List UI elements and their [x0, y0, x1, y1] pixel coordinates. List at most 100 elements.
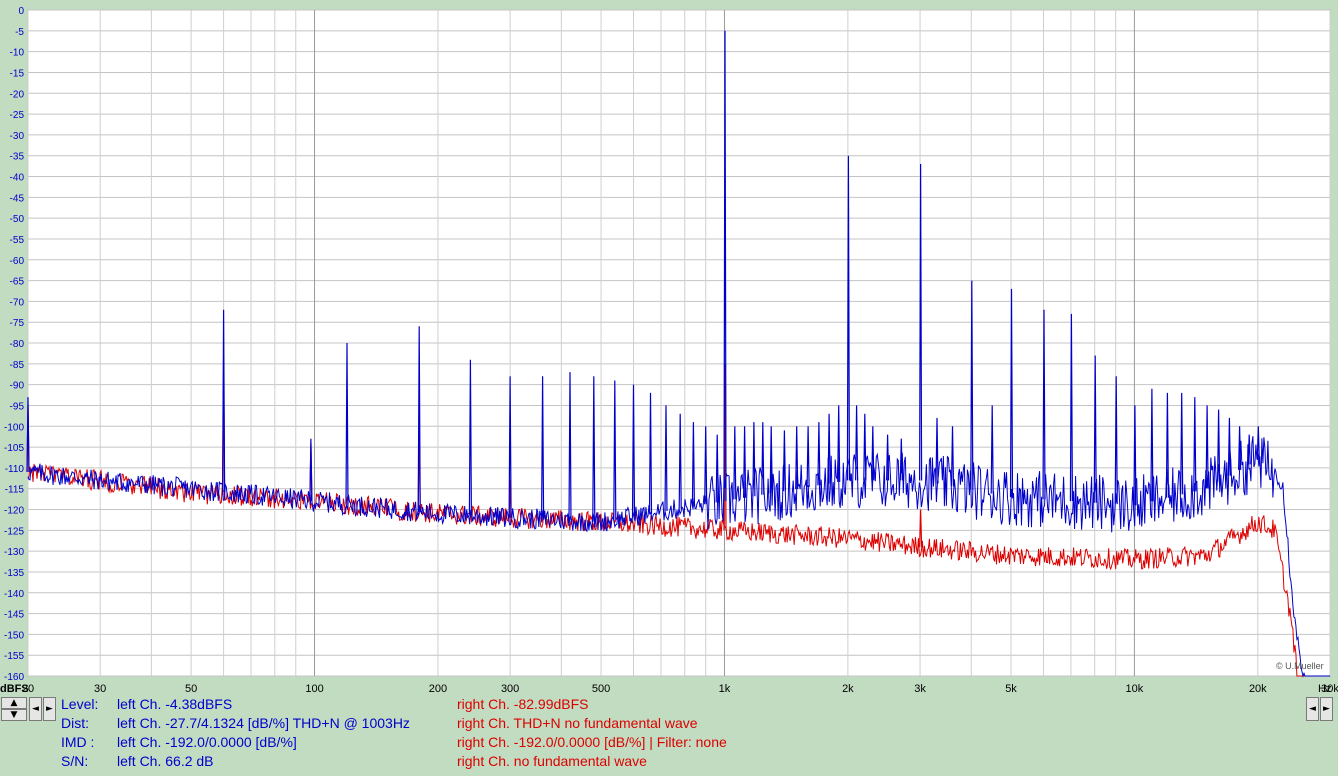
- y-tick-label: -65: [10, 277, 25, 288]
- left-peak: [733, 426, 737, 500]
- y-tick-label: -130: [4, 547, 24, 558]
- readout-panel: ▲ ▼ ◄ ► ◄ ► Level: left Ch. -4.38dBFS ri…: [0, 694, 1338, 776]
- level-left-value: left Ch. -4.38dBFS: [117, 696, 233, 712]
- x-tick-label: 2k: [842, 683, 854, 694]
- left-peak: [1247, 434, 1251, 465]
- left-peak: [761, 422, 765, 495]
- left-peak: [863, 413, 867, 481]
- x-tick-label: 500: [592, 683, 610, 694]
- x-tick-label: 200: [429, 683, 447, 694]
- y-tick-label: -140: [4, 589, 24, 600]
- left-peak: [1238, 426, 1242, 470]
- dist-label: Dist:: [61, 715, 89, 731]
- y-tick-label: -5: [15, 27, 24, 38]
- sn-label: S/N:: [61, 753, 89, 769]
- left-peak: [26, 397, 30, 473]
- grid: [27, 9, 1331, 677]
- y-tick-label: -30: [10, 131, 25, 142]
- sn-left-value: left Ch. 66.2 dB: [117, 753, 214, 769]
- left-peak: [678, 413, 682, 509]
- y-unit-label: dBFS: [0, 683, 29, 694]
- scroll-right-button[interactable]: ►: [43, 697, 56, 721]
- pan-left-button[interactable]: ◄: [1306, 697, 1319, 721]
- x-tick-label: 20: [22, 683, 34, 694]
- y-tick-label: -85: [10, 360, 25, 371]
- x-tick-label: 300: [501, 683, 519, 694]
- x-tick-label: 3k: [914, 683, 926, 694]
- y-tick-label: -115: [5, 485, 25, 496]
- y-tick-label: -70: [10, 297, 25, 308]
- left-peak: [1042, 309, 1046, 500]
- left-peak: [935, 417, 939, 484]
- x-tick-label: 30: [94, 683, 106, 694]
- left-peak: [1069, 313, 1073, 502]
- left-peak: [919, 163, 923, 481]
- left-peak: [1114, 376, 1118, 505]
- y-tick-label: -155: [4, 651, 24, 662]
- left-peak: [417, 326, 421, 512]
- left-peak: [1205, 405, 1209, 489]
- left-peak: [743, 426, 747, 498]
- left-peak: [648, 392, 653, 514]
- left-peak: [613, 380, 617, 520]
- scroll-up-button[interactable]: ▲: [1, 697, 27, 709]
- y-tick-label: -40: [10, 173, 25, 184]
- left-peak: [222, 309, 226, 493]
- left-peak: [691, 422, 695, 507]
- left-peak: [886, 434, 890, 481]
- copyright-label: © U.Mueller: [1276, 661, 1324, 671]
- imd-right-value: right Ch. -192.0/0.0000 [dB/%] | Filter:…: [457, 734, 727, 750]
- left-peak: [1227, 417, 1231, 476]
- left-peak: [541, 376, 545, 520]
- left-peak: [846, 155, 850, 481]
- y-axis-ticks: 0 -5 -10 -15 -20 -25 -30 -35 -40 -45 -50 -55 -60 -65 -…: [4, 6, 24, 683]
- left-peak: [795, 426, 799, 490]
- y-tick-label: -50: [10, 214, 25, 225]
- left-peak: [1165, 392, 1169, 498]
- traces: [26, 30, 1330, 678]
- x-tick-label: 5k: [1005, 683, 1017, 694]
- x-tick-label: 30k: [1321, 683, 1338, 694]
- left-peak: [1093, 355, 1097, 503]
- left-peak: [1133, 405, 1137, 506]
- left-peak: [309, 438, 313, 501]
- scroll-down-button[interactable]: ▼: [1, 709, 27, 721]
- y-tick-label: -10: [10, 48, 25, 59]
- y-tick-label: -55: [10, 235, 25, 246]
- y-tick-label: -110: [5, 464, 25, 475]
- pan-right-button[interactable]: ►: [1320, 697, 1333, 721]
- y-tick-label: -95: [10, 401, 25, 412]
- scroll-left-button[interactable]: ◄: [29, 697, 42, 721]
- left-peak: [592, 376, 596, 522]
- left-peak: [715, 434, 719, 503]
- left-peak: [871, 426, 875, 481]
- level-right-value: right Ch. -82.99dBFS: [457, 696, 589, 712]
- y-tick-label: -60: [10, 256, 25, 267]
- left-peak: [950, 426, 955, 487]
- left-peak: [468, 359, 472, 516]
- left-peak: [990, 405, 994, 494]
- dist-right-value: right Ch. THD+N no fundamental wave: [457, 715, 698, 731]
- left-peak: [782, 430, 786, 492]
- sn-right-value: right Ch. no fundamental wave: [457, 753, 647, 769]
- y-tick-label: -125: [4, 526, 24, 537]
- y-tick-label: -150: [4, 630, 24, 641]
- y-tick-label: -25: [10, 110, 25, 121]
- left-peak: [899, 438, 903, 481]
- left-peak: [1180, 392, 1184, 495]
- left-peak: [508, 376, 512, 518]
- left-peak: [827, 413, 831, 484]
- left-peak: [1217, 409, 1221, 482]
- left-peak: [1193, 397, 1197, 492]
- x-axis-ticks: 20 30 50 100 200 300 500 1k 2k 3k 5k 10k 20k 30k: [22, 683, 1338, 694]
- left-peak: [568, 372, 572, 521]
- y-tick-label: -120: [4, 506, 24, 517]
- level-label: Level:: [61, 696, 99, 712]
- x-unit-label: Hz: [1318, 683, 1331, 694]
- y-tick-label: -15: [10, 68, 25, 79]
- left-peak: [806, 426, 810, 488]
- left-peak: [855, 405, 859, 481]
- x-tick-label: 50: [185, 683, 197, 694]
- left-peak: [664, 405, 668, 512]
- y-tick-label: -35: [10, 152, 25, 163]
